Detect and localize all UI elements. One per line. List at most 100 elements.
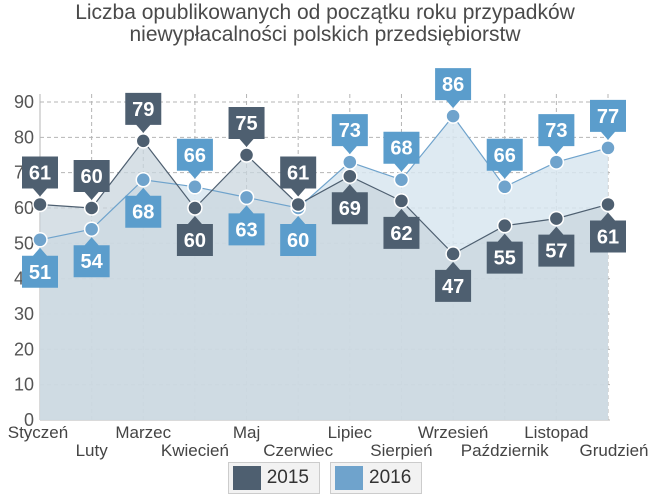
data-label-2016-8: 86 <box>442 74 464 96</box>
data-label-2016-4: 63 <box>235 219 257 241</box>
data-label-box-2015-0 <box>22 156 58 197</box>
data-label-2016-9: 66 <box>494 145 516 167</box>
legend-item-2015[interactable]: 2015 <box>227 462 320 494</box>
point-2016-6 <box>342 154 358 170</box>
x-tick-listopad: Listopad <box>524 423 588 442</box>
legend-swatch-2015 <box>232 466 261 490</box>
data-label-2015-5: 61 <box>287 162 309 184</box>
point-2016-3 <box>187 179 203 195</box>
data-label-box-2015-7 <box>383 208 420 249</box>
data-label-box-2016-11 <box>590 99 626 140</box>
x-tick-sierpień: Sierpień <box>370 441 432 460</box>
point-2015-3 <box>187 200 203 216</box>
data-label-2016-6: 73 <box>339 120 361 142</box>
data-label-box-2016-3 <box>176 138 213 179</box>
data-label-box-2016-4 <box>228 205 265 246</box>
data-label-box-2016-2 <box>125 187 162 228</box>
y-tick-10: 10 <box>14 375 34 395</box>
point-2016-2 <box>135 171 152 188</box>
point-2016-0 <box>32 232 48 248</box>
data-label-box-2016-8 <box>435 68 472 109</box>
data-label-box-2016-9 <box>486 138 523 179</box>
data-label-2015-1: 60 <box>81 166 103 188</box>
point-2016-4 <box>238 189 255 206</box>
y-tick-90: 90 <box>14 92 34 112</box>
data-label-box-2016-6 <box>331 114 368 155</box>
data-label-2016-10: 73 <box>545 120 567 142</box>
data-label-2015-2: 79 <box>132 99 154 121</box>
data-label-box-2015-6 <box>331 184 368 225</box>
data-label-2015-9: 55 <box>494 248 516 270</box>
data-label-box-2015-9 <box>486 233 523 274</box>
point-2016-10 <box>548 154 565 170</box>
legend: 2015 2016 <box>0 462 650 494</box>
data-label-2015-7: 62 <box>390 223 412 245</box>
point-2015-2 <box>135 133 152 149</box>
data-label-box-2016-7 <box>383 131 420 172</box>
x-tick-kwiecień: Kwiecień <box>161 441 229 460</box>
chart-title-line-2: niewypłacalności polskich przedsiębiorst… <box>129 23 521 46</box>
data-label-box-2016-5 <box>280 216 317 256</box>
x-tick-grudzień: Grudzień <box>580 441 649 460</box>
data-label-2015-11: 61 <box>597 226 619 248</box>
data-label-2016-1: 54 <box>81 251 104 273</box>
data-label-2016-3: 66 <box>184 145 206 167</box>
data-label-2016-0: 51 <box>29 262 51 284</box>
point-2016-7 <box>393 171 410 188</box>
data-label-box-2015-8 <box>435 261 472 302</box>
data-label-2016-5: 60 <box>287 230 309 252</box>
line-2016 <box>39 115 609 241</box>
point-2015-1 <box>83 200 100 216</box>
y-tick-20: 20 <box>14 339 34 359</box>
point-2015-5 <box>290 196 306 213</box>
point-2016-8 <box>445 108 461 124</box>
data-label-box-2015-11 <box>590 212 626 253</box>
data-label-box-2015-2 <box>125 92 162 133</box>
data-label-box-2015-1 <box>73 160 110 200</box>
point-2015-6 <box>342 168 358 184</box>
data-label-2015-8: 47 <box>442 276 464 298</box>
data-label-box-2015-3 <box>176 216 213 256</box>
data-label-box-2015-10 <box>538 226 575 267</box>
x-tick-wrzesień: Wrzesień <box>418 423 489 442</box>
data-label-box-2016-0 <box>22 247 58 288</box>
x-tick-luty: Luty <box>76 441 109 460</box>
point-2015-7 <box>393 193 410 209</box>
x-tick-marzec: Marzec <box>115 423 171 442</box>
data-label-2015-0: 61 <box>29 162 51 184</box>
data-label-2015-3: 60 <box>184 230 206 252</box>
x-tick-maj: Maj <box>233 423 260 442</box>
point-2016-1 <box>83 221 100 237</box>
y-tick-80: 80 <box>14 127 34 147</box>
point-2015-8 <box>445 246 461 262</box>
point-2015-9 <box>496 217 513 234</box>
legend-label-2016: 2016 <box>369 467 412 488</box>
data-label-2016-11: 77 <box>597 106 619 128</box>
data-label-box-2015-5 <box>280 156 317 197</box>
data-label-2015-4: 75 <box>235 113 257 135</box>
y-tick-60: 60 <box>14 198 34 218</box>
data-label-2015-10: 57 <box>545 241 567 263</box>
chart-title-line-1: Liczba opublikowanych od początku roku p… <box>75 1 575 24</box>
y-tick-50: 50 <box>14 233 34 253</box>
x-tick-lipiec: Lipiec <box>328 423 373 442</box>
x-tick-styczeń: Styczeń <box>8 423 68 442</box>
chart-plot: 0102030405060708090StyczeńLutyMarzecKwie… <box>8 68 649 460</box>
area-2015 <box>40 140 608 420</box>
point-2015-11 <box>600 196 616 213</box>
data-label-box-2016-1 <box>73 237 110 278</box>
point-2015-4 <box>238 147 255 163</box>
data-label-2016-7: 68 <box>390 138 412 160</box>
point-2016-11 <box>600 140 616 156</box>
x-tick-czerwiec: Czerwiec <box>263 441 333 460</box>
legend-item-2016[interactable]: 2016 <box>330 462 423 494</box>
chart-title: Liczba opublikowanych od początku roku p… <box>0 2 650 46</box>
point-2016-9 <box>496 179 513 195</box>
data-label-2016-2: 68 <box>132 202 154 224</box>
legend-swatch-2016 <box>335 466 363 490</box>
data-label-box-2016-10 <box>538 114 575 155</box>
point-2015-0 <box>32 196 48 213</box>
point-2015-10 <box>548 210 565 227</box>
data-label-2015-6: 69 <box>339 198 361 220</box>
y-tick-0: 0 <box>24 410 34 430</box>
